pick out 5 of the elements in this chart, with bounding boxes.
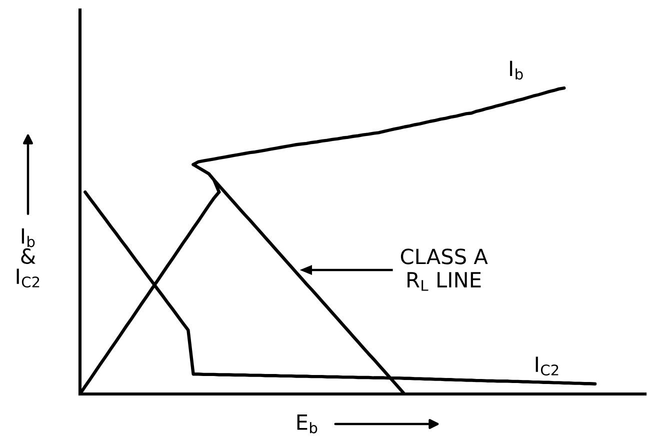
x-axis-title: E$_{b}$	[297, 414, 318, 434]
series-label: I$_{C2}$	[536, 356, 558, 376]
annotation: CLASS A R$_{L}$ LINE	[400, 248, 488, 291]
series-label: I$_{b}$	[510, 60, 523, 80]
y-axis-title: I$_{b}$ & I$_{C2}$	[16, 228, 40, 288]
